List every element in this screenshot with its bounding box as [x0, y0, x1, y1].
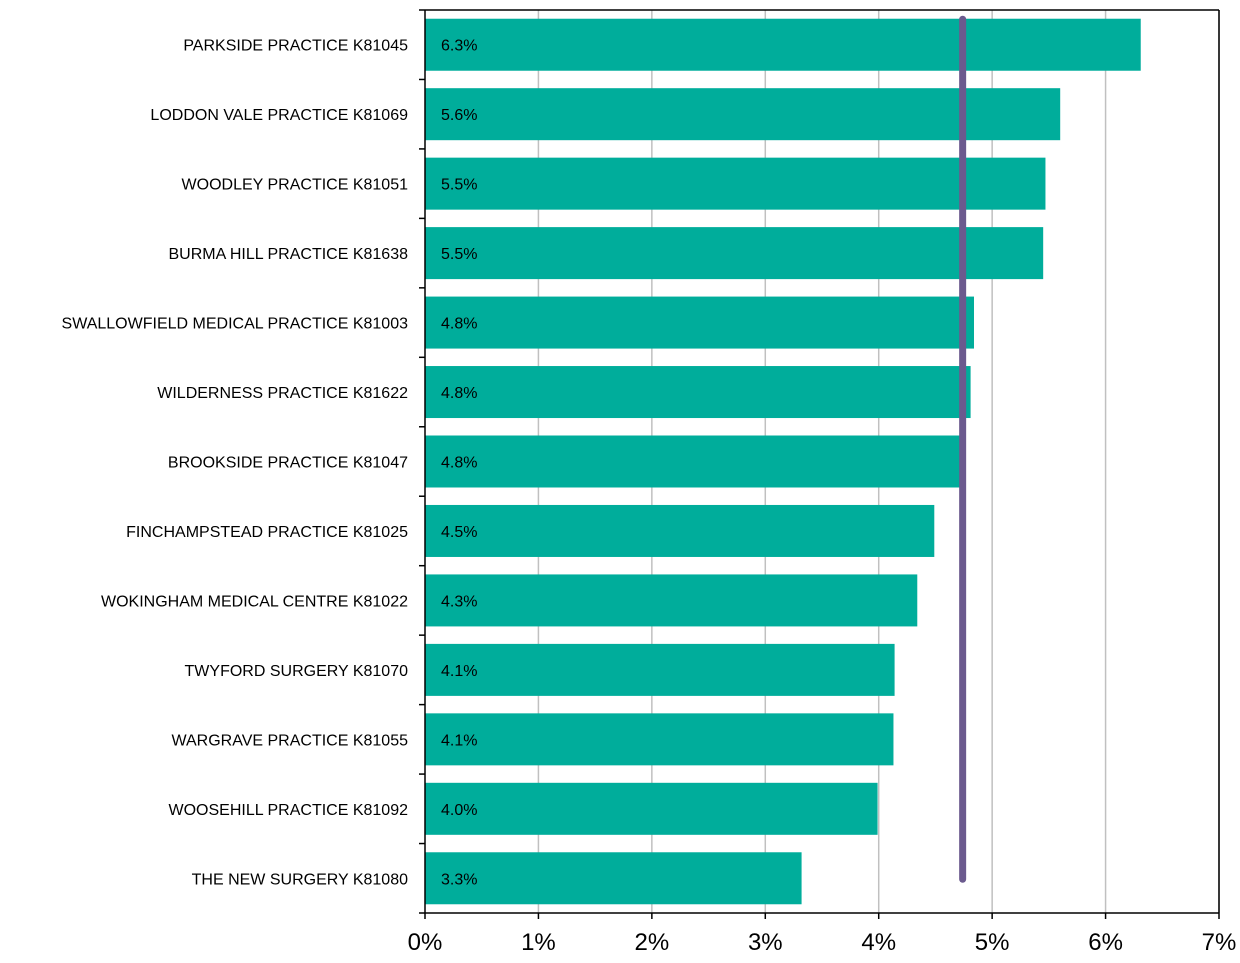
x-tick-label: 3% — [748, 929, 783, 956]
category-label: WARGRAVE PRACTICE K81055 — [171, 732, 408, 749]
category-label: THE NEW SURGERY K81080 — [192, 871, 408, 888]
category-label: WOOSEHILL PRACTICE K81092 — [169, 802, 409, 819]
data-label: 4.8% — [441, 385, 477, 402]
bar — [425, 852, 802, 905]
bar — [425, 782, 878, 835]
data-label: 4.1% — [441, 732, 477, 749]
category-label: BROOKSIDE PRACTICE K81047 — [168, 455, 408, 472]
axes — [419, 9, 1220, 919]
category-label: WOKINGHAM MEDICAL CENTRE K81022 — [101, 593, 408, 610]
x-tick-label: 7% — [1202, 929, 1237, 956]
category-label: WILDERNESS PRACTICE K81622 — [157, 385, 408, 402]
bar — [425, 227, 1044, 280]
data-label: 5.5% — [441, 177, 477, 194]
bar — [425, 574, 918, 627]
category-label: TWYFORD SURGERY K81070 — [185, 663, 409, 680]
data-label: 4.1% — [441, 663, 477, 680]
category-label: PARKSIDE PRACTICE K81045 — [183, 38, 408, 55]
x-tick-label: 2% — [635, 929, 670, 956]
data-label: 5.5% — [441, 246, 477, 263]
data-label: 4.8% — [441, 455, 477, 472]
category-label: SWALLOWFIELD MEDICAL PRACTICE K81003 — [62, 316, 409, 333]
data-label: 4.5% — [441, 524, 477, 541]
bars — [425, 18, 1141, 905]
labels: 6.3% PARKSIDE PRACTICE K81045 5.6% LODDON V… — [62, 38, 1237, 956]
category-label: WOODLEY PRACTICE K81051 — [182, 177, 409, 194]
bar — [425, 504, 935, 557]
bar — [425, 157, 1046, 210]
bar — [425, 88, 1061, 141]
data-label: 3.3% — [441, 871, 477, 888]
data-label: 5.6% — [441, 107, 477, 124]
bar — [425, 435, 961, 488]
category-label: FINCHAMPSTEAD PRACTICE K81025 — [126, 524, 408, 541]
category-label: BURMA HILL PRACTICE K81638 — [169, 246, 409, 263]
bar — [425, 366, 971, 419]
bar — [425, 713, 894, 766]
data-label: 4.0% — [441, 802, 477, 819]
bar — [425, 643, 895, 696]
data-label: 6.3% — [441, 38, 477, 55]
x-tick-label: 0% — [408, 929, 443, 956]
x-tick-label: 6% — [1088, 929, 1123, 956]
bar — [425, 296, 974, 349]
x-tick-label: 1% — [521, 929, 556, 956]
category-label: LODDON VALE PRACTICE K81069 — [150, 107, 408, 124]
data-label: 4.8% — [441, 316, 477, 333]
x-tick-label: 4% — [861, 929, 896, 956]
x-tick-label: 5% — [975, 929, 1010, 956]
bar — [425, 18, 1141, 71]
data-label: 4.3% — [441, 593, 477, 610]
